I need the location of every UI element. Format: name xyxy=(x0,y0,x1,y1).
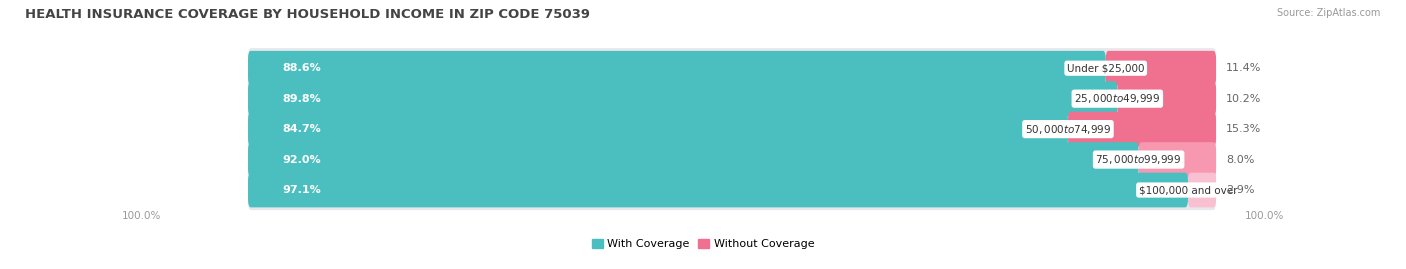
Text: $100,000 and over: $100,000 and over xyxy=(1139,185,1237,195)
Text: $75,000 to $99,999: $75,000 to $99,999 xyxy=(1095,153,1182,166)
Text: 10.2%: 10.2% xyxy=(1226,94,1261,104)
FancyBboxPatch shape xyxy=(247,142,1139,177)
FancyBboxPatch shape xyxy=(247,173,1188,207)
Text: 97.1%: 97.1% xyxy=(281,185,321,195)
Text: 100.0%: 100.0% xyxy=(1244,211,1284,221)
FancyBboxPatch shape xyxy=(1118,81,1216,116)
Text: 15.3%: 15.3% xyxy=(1226,124,1261,134)
FancyBboxPatch shape xyxy=(1069,112,1216,147)
FancyBboxPatch shape xyxy=(247,109,1216,149)
Text: 92.0%: 92.0% xyxy=(281,155,321,165)
Text: HEALTH INSURANCE COVERAGE BY HOUSEHOLD INCOME IN ZIP CODE 75039: HEALTH INSURANCE COVERAGE BY HOUSEHOLD I… xyxy=(25,8,591,21)
FancyBboxPatch shape xyxy=(247,48,1216,88)
Text: 8.0%: 8.0% xyxy=(1226,155,1254,165)
Text: 88.6%: 88.6% xyxy=(281,63,321,73)
FancyBboxPatch shape xyxy=(247,170,1216,210)
FancyBboxPatch shape xyxy=(1188,173,1216,207)
Text: 84.7%: 84.7% xyxy=(281,124,321,134)
Text: 2.9%: 2.9% xyxy=(1226,185,1254,195)
Legend: With Coverage, Without Coverage: With Coverage, Without Coverage xyxy=(592,239,814,249)
FancyBboxPatch shape xyxy=(247,81,1118,116)
Text: Source: ZipAtlas.com: Source: ZipAtlas.com xyxy=(1277,8,1381,18)
FancyBboxPatch shape xyxy=(1105,51,1216,86)
FancyBboxPatch shape xyxy=(247,51,1105,86)
Text: $50,000 to $74,999: $50,000 to $74,999 xyxy=(1025,123,1111,136)
Text: 11.4%: 11.4% xyxy=(1226,63,1261,73)
FancyBboxPatch shape xyxy=(247,139,1216,180)
FancyBboxPatch shape xyxy=(247,112,1069,147)
FancyBboxPatch shape xyxy=(1139,142,1216,177)
Text: $25,000 to $49,999: $25,000 to $49,999 xyxy=(1074,92,1160,105)
Text: Under $25,000: Under $25,000 xyxy=(1067,63,1144,73)
Text: 100.0%: 100.0% xyxy=(122,211,162,221)
FancyBboxPatch shape xyxy=(247,79,1216,119)
Text: 89.8%: 89.8% xyxy=(281,94,321,104)
